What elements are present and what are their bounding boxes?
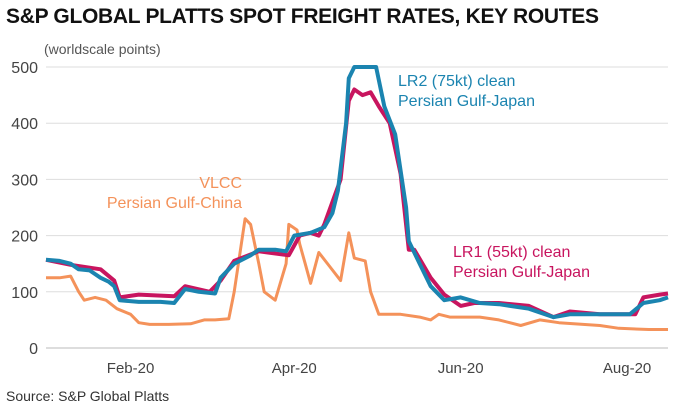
series-line-3 [45, 65, 669, 320]
y-tick-label: 400 [11, 116, 38, 133]
chart-title: S&P GLOBAL PLATTS SPOT FREIGHT RATES, KE… [6, 5, 599, 28]
series-label: LR2 (75kt) clean [398, 73, 515, 90]
x-tick-label: Feb-20 [107, 360, 155, 377]
y-tick-label: 200 [11, 229, 38, 246]
series-label: Persian Gulf-Japan [453, 264, 590, 281]
x-tick-label: Jun-20 [438, 360, 484, 377]
chart-source: Source: S&P Global Platts [6, 388, 170, 404]
series-label: Persian Gulf-China [107, 195, 242, 212]
y-axis-label: (worldscale points) [44, 41, 161, 57]
series-label: VLCC [199, 175, 242, 192]
series-line-1 [46, 217, 668, 331]
y-tick-label: 500 [11, 60, 38, 77]
y-tick-label: 300 [11, 172, 38, 189]
y-tick-label: 100 [11, 285, 38, 302]
series-label: Persian Gulf-Japan [398, 93, 535, 110]
y-tick-label: 0 [29, 341, 38, 358]
series-label: LR1 (55kt) clean [453, 244, 570, 261]
x-tick-label: Apr-20 [272, 360, 317, 377]
x-tick-label: Aug-20 [603, 360, 651, 377]
